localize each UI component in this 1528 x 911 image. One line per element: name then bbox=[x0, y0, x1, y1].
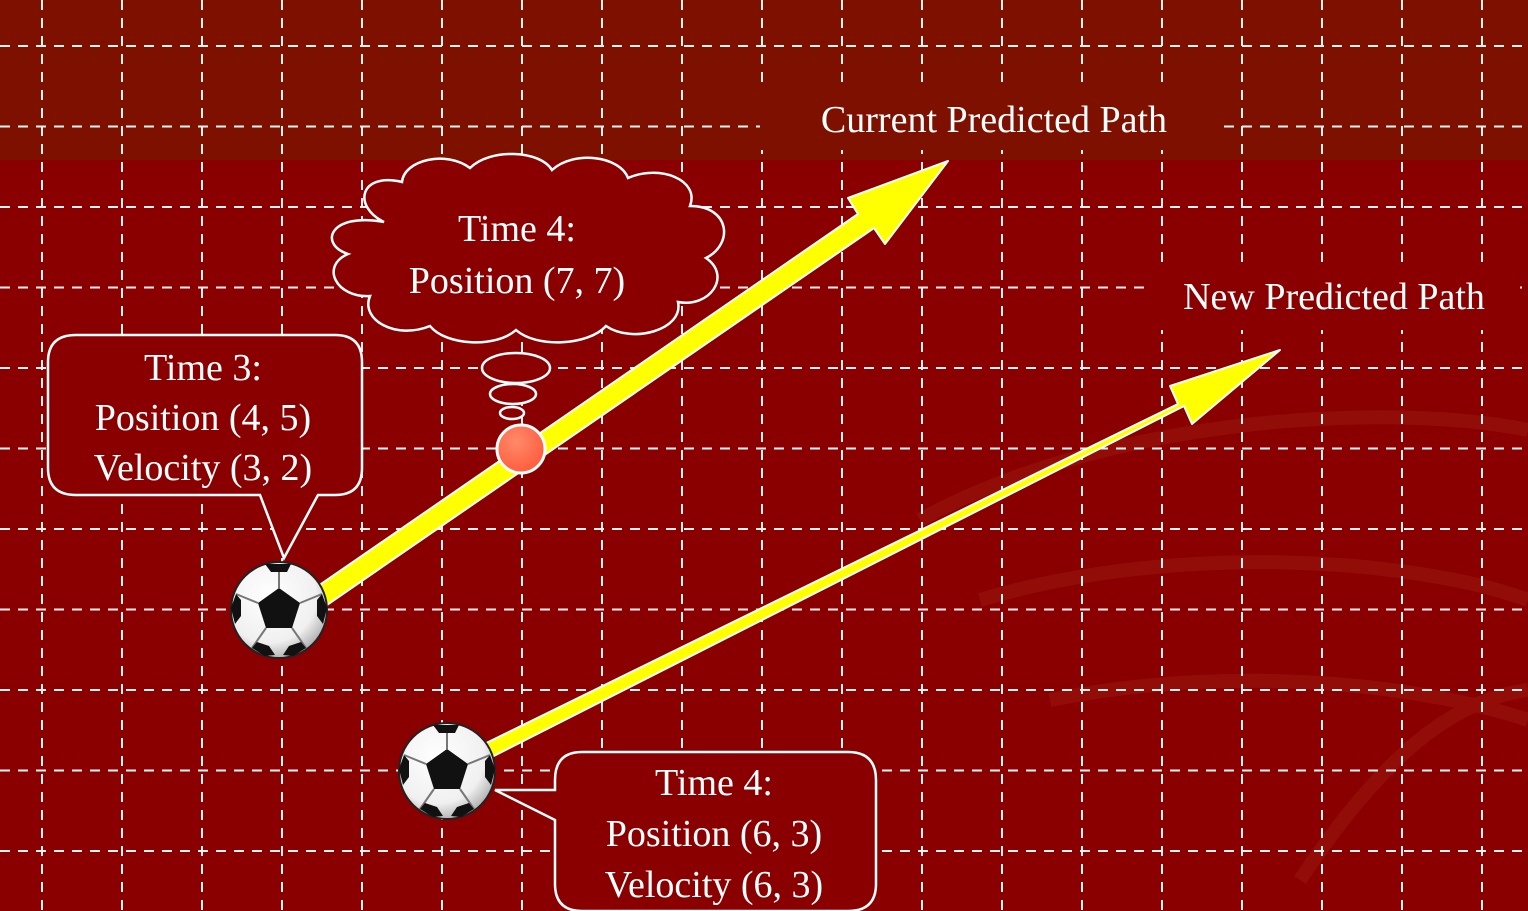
time4-actual-line1: Time 4: bbox=[655, 762, 773, 804]
soccer-ball-icon bbox=[398, 722, 496, 820]
cloud-line1: Time 4: bbox=[458, 208, 576, 250]
time3-callout bbox=[46, 333, 364, 561]
time4-actual-line2: Position (6, 3) bbox=[606, 813, 822, 855]
new-path-label: New Predicted Path bbox=[1148, 266, 1520, 330]
time3-line2: Position (4, 5) bbox=[95, 397, 311, 439]
soccer-ball-icon bbox=[230, 561, 328, 659]
time4-actual-line3: Velocity (6, 3) bbox=[605, 864, 823, 906]
predicted-point-icon bbox=[495, 423, 547, 475]
time3-line3: Velocity (3, 2) bbox=[94, 447, 312, 489]
new-path-label-text: New Predicted Path bbox=[1183, 276, 1485, 318]
current-path-label-text: Current Predicted Path bbox=[821, 99, 1167, 141]
current-path-arrow bbox=[307, 160, 949, 608]
time3-line1: Time 3: bbox=[144, 347, 262, 389]
current-path-label: Current Predicted Path bbox=[760, 86, 1220, 150]
cloud-line2: Position (7, 7) bbox=[409, 260, 625, 302]
background-swoosh bbox=[916, 410, 1528, 884]
new-path-arrow bbox=[471, 349, 1281, 765]
thought-cloud-icon bbox=[330, 152, 726, 421]
